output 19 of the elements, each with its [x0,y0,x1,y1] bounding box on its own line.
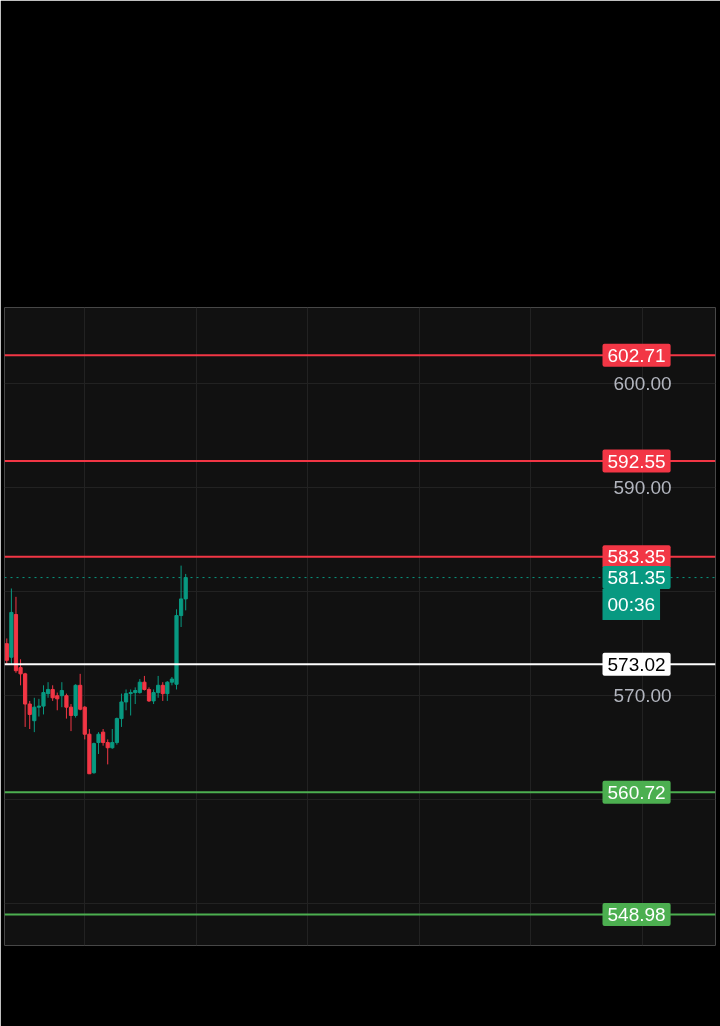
candlestick [160,681,165,702]
ref-line-label: 583.35 [607,546,666,568]
ref-line-label: 592.55 [607,450,666,472]
candlestick [165,680,170,702]
y-tick-label: 600.00 [613,372,672,394]
ref-line-label: 602.71 [607,344,666,366]
candlestick [32,697,37,733]
candlestick [96,731,101,755]
candlestick [59,681,64,708]
candlestick [41,684,46,715]
ref-line-label: 573.02 [607,653,666,675]
candlestick [4,637,9,665]
ref-line-label: 548.98 [607,903,666,925]
ref-line-label: 581.35 [607,567,666,589]
annotation: 00:36 [607,594,656,616]
candlestick [128,688,133,716]
y-tick-label: 590.00 [613,477,672,499]
y-tick-label: 570.00 [613,685,672,707]
ref-line-label: 560.72 [607,781,666,803]
